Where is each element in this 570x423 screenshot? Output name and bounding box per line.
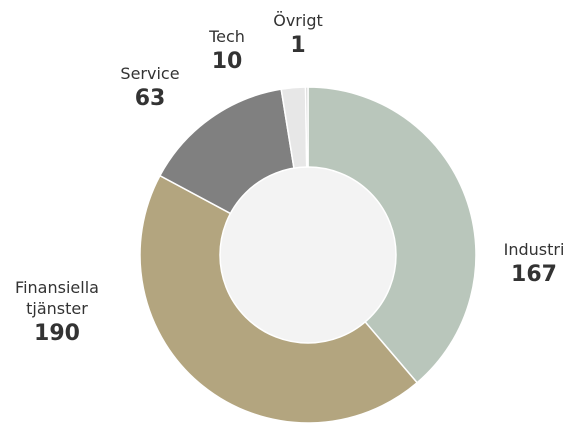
value-label: 167	[511, 261, 557, 287]
slice-label: Finansiella tjänster 190	[2, 278, 112, 347]
slice-label: Industri 167	[434, 240, 570, 288]
value-label: 190	[34, 320, 80, 346]
category-name: Tech	[209, 27, 245, 46]
value-label: 10	[211, 48, 243, 74]
category-name: Industri	[503, 240, 565, 259]
value-label: 63	[134, 85, 166, 111]
value-label: 1	[290, 32, 306, 58]
category-name: Finansiella tjänster	[15, 278, 99, 318]
donut-hole	[219, 166, 397, 344]
category-name: Övrigt	[273, 11, 323, 30]
slice-label: Tech 10	[167, 27, 287, 75]
slice-label: Övrigt 1	[238, 11, 358, 59]
category-name: Service	[120, 64, 180, 83]
slice-label: Service 63	[90, 64, 210, 112]
